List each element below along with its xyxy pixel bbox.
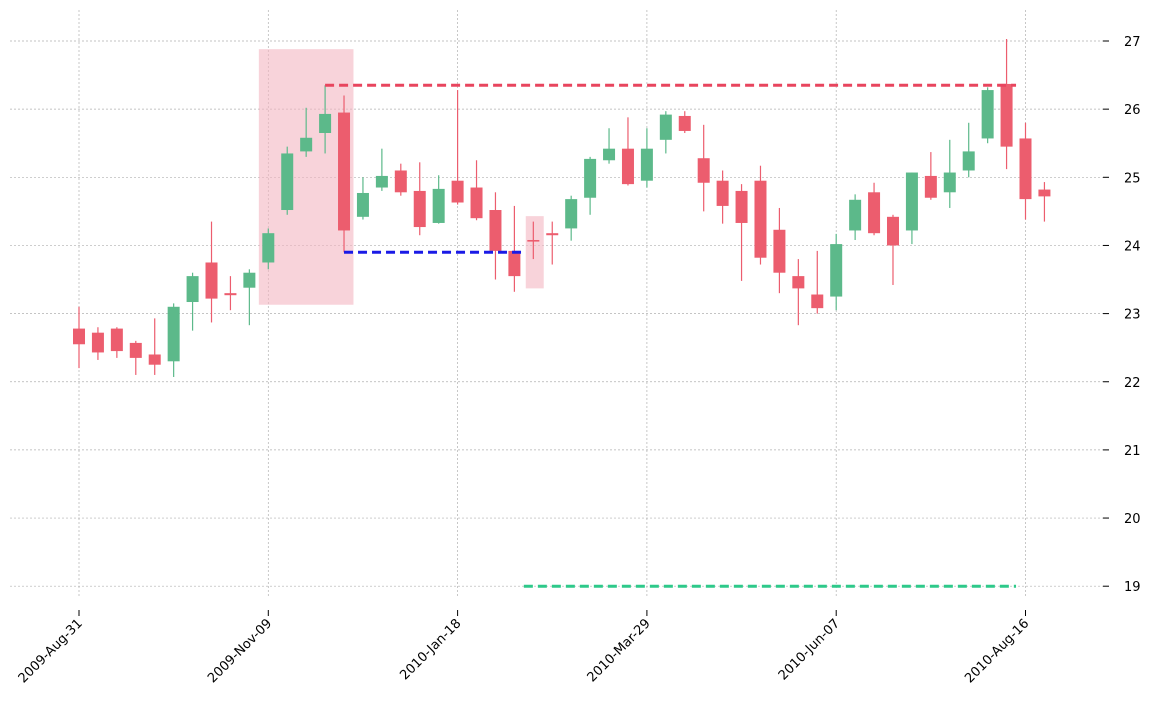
y-tick-label: 26 <box>1124 103 1141 118</box>
candle-body <box>432 188 445 223</box>
candle-body <box>186 276 199 303</box>
candle-body <box>886 216 899 246</box>
candle-body <box>73 328 85 345</box>
x-tick-label: 2010-Mar-29 <box>585 616 654 685</box>
candle-body <box>1038 189 1051 197</box>
y-tick-label: 23 <box>1124 308 1141 323</box>
candle-body <box>205 262 218 299</box>
y-axis: 19 20 21 22 23 24 25 26 27 <box>1103 35 1141 595</box>
y-tick-label: 22 <box>1124 376 1141 391</box>
candle-body <box>148 354 161 365</box>
candle-body <box>394 170 407 193</box>
y-tick-label: 24 <box>1124 239 1141 254</box>
candle-body <box>375 175 388 188</box>
candle-body <box>603 148 616 161</box>
candle-body <box>849 199 862 231</box>
candle-body <box>546 233 559 236</box>
x-tick-label: 2009-Nov-09 <box>205 616 275 686</box>
candle-body <box>962 151 975 171</box>
candle-layer <box>73 38 1051 377</box>
y-tick-label: 27 <box>1124 35 1141 50</box>
candle-body <box>527 239 540 242</box>
x-axis: 2009-Aug-31 2009-Nov-09 2010-Jan-18 2010-Ma… <box>16 610 1032 686</box>
candle-body <box>981 90 994 139</box>
candle-body <box>584 158 597 198</box>
candle-body <box>716 180 729 206</box>
candle-body <box>300 137 313 152</box>
y-tick-label: 19 <box>1124 580 1141 595</box>
x-tick-label: 2010-Aug-16 <box>962 616 1032 686</box>
candle-body <box>697 158 710 183</box>
candle-body <box>830 244 843 297</box>
candle-body <box>905 172 918 231</box>
candle-body <box>470 187 483 219</box>
candle-body <box>868 192 881 234</box>
candle-body <box>91 332 104 353</box>
candle-body <box>489 210 502 251</box>
highlight-box <box>258 49 354 305</box>
x-tick-label: 2009-Aug-31 <box>16 616 86 686</box>
candle-body <box>924 175 937 198</box>
candle-body <box>451 180 464 203</box>
candle-body <box>356 192 369 217</box>
x-tick-label: 2010-Jan-18 <box>397 616 464 683</box>
candle-body <box>224 293 237 296</box>
candle-body <box>811 294 824 309</box>
highlight-layer <box>258 49 544 305</box>
candle-body <box>773 229 786 273</box>
candle-body <box>1000 83 1013 147</box>
y-tick-label: 21 <box>1124 444 1141 459</box>
candle-body <box>792 276 805 289</box>
x-tick-label: 2010-Jun-07 <box>776 616 843 683</box>
y-tick-label: 25 <box>1124 171 1141 186</box>
highlight-box <box>525 216 544 289</box>
candle-body <box>243 272 256 288</box>
y-tick-label: 20 <box>1124 512 1141 527</box>
candle-body <box>338 112 351 231</box>
candle-body <box>129 342 142 358</box>
level-layer <box>325 83 1017 588</box>
candle-body <box>1019 138 1032 200</box>
candle-body <box>413 190 426 228</box>
candle-body <box>281 153 294 211</box>
candle-body <box>754 180 767 258</box>
candle-body <box>943 172 956 193</box>
candle-body <box>678 115 691 131</box>
candle-body <box>508 250 521 277</box>
candle-body <box>735 190 748 223</box>
candle-body <box>319 113 332 134</box>
candle-body <box>262 233 275 263</box>
candle-body <box>167 306 180 362</box>
candle-body <box>621 148 634 185</box>
candle-body <box>110 328 123 352</box>
candle-body <box>565 199 578 229</box>
candle-body <box>640 148 653 181</box>
candle-body <box>659 114 672 140</box>
